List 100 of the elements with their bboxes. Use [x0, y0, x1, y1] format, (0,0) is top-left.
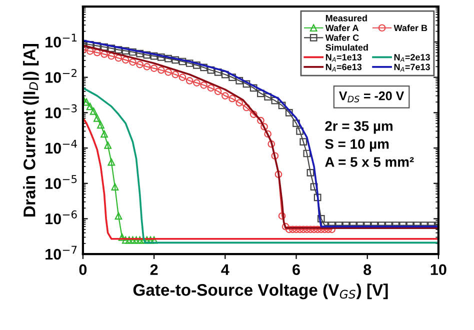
point	[303, 150, 311, 158]
point	[186, 77, 194, 84]
point	[200, 64, 208, 72]
point	[257, 90, 264, 98]
y-tick-label: 10$^{−3}$	[46, 104, 77, 118]
x-tick-label: 6	[292, 264, 300, 276]
point	[282, 222, 290, 230]
line-series	[82, 87, 438, 244]
point	[289, 226, 296, 234]
legend-label: N$_{A}$=2e13	[394, 54, 430, 62]
point	[278, 212, 286, 220]
x-tick-label: 4	[221, 264, 230, 275]
point	[292, 120, 300, 127]
point	[300, 138, 308, 146]
point	[129, 58, 136, 66]
x-axis-title: Gate-to-Source Voltage (V$_{GS}$) [V]	[133, 284, 388, 300]
point	[90, 108, 98, 115]
point	[150, 52, 158, 60]
point	[178, 58, 186, 66]
y-tick-label: 10$^{−6}$	[46, 210, 77, 224]
point	[214, 88, 222, 96]
point	[228, 94, 236, 102]
point	[310, 226, 318, 234]
point	[143, 51, 151, 59]
point	[242, 80, 250, 88]
point	[114, 212, 122, 220]
point	[285, 108, 293, 116]
point	[108, 44, 116, 52]
point	[150, 64, 158, 72]
point	[114, 54, 122, 62]
point	[207, 84, 215, 92]
point	[274, 170, 282, 178]
point	[271, 96, 279, 104]
annotation: Measured	[326, 14, 367, 22]
point	[236, 77, 244, 84]
point	[118, 234, 126, 241]
point	[200, 81, 208, 89]
point	[143, 62, 151, 70]
point	[136, 236, 144, 244]
point	[114, 46, 122, 54]
x-tick-label: 8	[364, 264, 372, 276]
point	[317, 215, 325, 222]
point	[100, 50, 108, 58]
point	[93, 48, 101, 56]
annotation: V$_{DS}$ = -20 V	[338, 91, 404, 102]
point	[136, 60, 144, 68]
point	[100, 130, 108, 138]
point	[93, 114, 101, 122]
point	[104, 142, 112, 149]
point	[207, 66, 215, 74]
point	[264, 93, 272, 101]
point	[314, 226, 322, 234]
x-tick-label: 2	[150, 264, 158, 275]
point	[108, 52, 116, 60]
point	[129, 48, 136, 56]
point	[306, 169, 314, 176]
point	[172, 56, 180, 64]
legend-label: Wafer C	[325, 34, 359, 41]
point	[136, 50, 144, 58]
point	[221, 70, 229, 78]
annotation: 2r = 35 µm S = 10 µm A = 5 x 5 mm²	[325, 121, 414, 167]
y-tick-label: 10$^{−2}$	[46, 68, 76, 83]
y-tick-label: 10$^{−7}$	[46, 246, 77, 260]
annotation: Simulated	[326, 44, 368, 51]
x-tick-label: 0	[79, 264, 87, 276]
point	[132, 236, 140, 244]
point	[172, 70, 180, 78]
point	[242, 104, 250, 112]
point	[264, 130, 272, 138]
legend-label: N$_{A}$=7e13	[394, 64, 430, 72]
point	[157, 66, 165, 74]
point	[129, 236, 136, 244]
point	[236, 99, 244, 106]
point	[164, 54, 172, 62]
point	[122, 47, 130, 55]
line-series	[82, 117, 438, 240]
legend-label: N$_{A}$=1e13	[326, 54, 362, 62]
point	[250, 110, 258, 118]
legend-label: N$_{A}$=6e13	[326, 64, 362, 72]
y-tick-label: 10$^{−4}$	[46, 140, 77, 154]
point	[292, 226, 300, 234]
point	[314, 194, 322, 202]
point	[300, 226, 308, 234]
y-tick-label: 10$^{−5}$	[46, 175, 77, 189]
point	[178, 74, 186, 81]
point	[108, 158, 116, 166]
point	[260, 123, 268, 130]
point	[193, 79, 200, 86]
point	[271, 152, 279, 160]
point	[86, 47, 94, 55]
point	[310, 183, 318, 190]
point	[296, 226, 304, 234]
point	[278, 102, 286, 110]
point	[221, 92, 229, 100]
point	[296, 127, 304, 135]
point	[285, 226, 293, 234]
point	[193, 62, 200, 69]
point	[268, 140, 276, 148]
legend-label: Wafer A	[325, 24, 359, 32]
point	[250, 84, 258, 92]
